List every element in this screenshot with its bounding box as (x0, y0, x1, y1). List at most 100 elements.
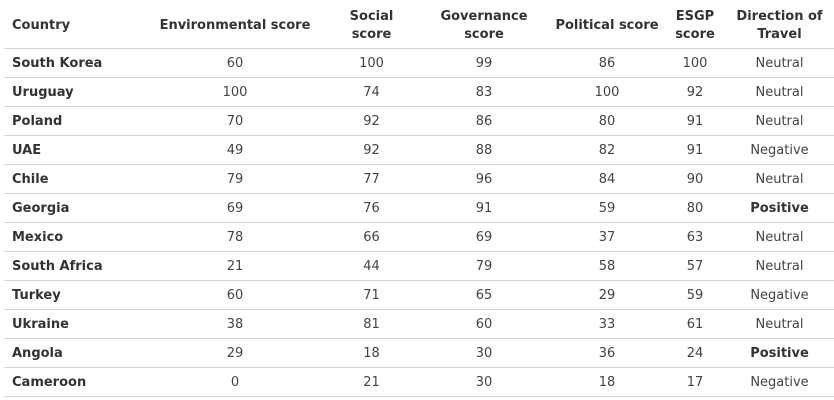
governance-score-cell: 65 (419, 280, 549, 310)
column-header-environmental-score: Environmental score (146, 4, 324, 49)
esgp-score-cell: 17 (665, 367, 725, 397)
governance-score-cell: 88 (419, 135, 549, 165)
social-score-cell: 92 (324, 135, 419, 165)
direction-of-travel-cell: Positive (725, 193, 834, 223)
governance-score-cell: 30 (419, 338, 549, 368)
esgp-table-container: Country Environmental score Social score Go… (4, 4, 834, 397)
direction-of-travel-cell: Neutral (725, 106, 834, 136)
political-score-cell: 18 (549, 367, 665, 397)
esgp-score-cell: 59 (665, 280, 725, 310)
environmental-score-cell: 49 (146, 135, 324, 165)
political-score-cell: 59 (549, 193, 665, 223)
governance-score-cell: 60 (419, 309, 549, 339)
country-cell: UAE (4, 135, 146, 165)
country-cell: Georgia (4, 193, 146, 223)
esgp-score-cell: 63 (665, 222, 725, 252)
environmental-score-cell: 21 (146, 251, 324, 281)
environmental-score-cell: 79 (146, 164, 324, 194)
country-cell: Uruguay (4, 77, 146, 107)
environmental-score-cell: 60 (146, 48, 324, 78)
governance-score-cell: 79 (419, 251, 549, 281)
column-header-esgp-score: ESGP score (665, 4, 725, 49)
table-row: South Africa 21 44 79 58 57 Neutral (4, 251, 834, 281)
table-row: Angola 29 18 30 36 24 Positive (4, 338, 834, 368)
esgp-table: Country Environmental score Social score Go… (4, 4, 834, 397)
political-score-cell: 36 (549, 338, 665, 368)
esgp-score-cell: 90 (665, 164, 725, 194)
political-score-cell: 100 (549, 77, 665, 107)
country-cell: Ukraine (4, 309, 146, 339)
governance-score-cell: 86 (419, 106, 549, 136)
esgp-score-cell: 100 (665, 48, 725, 78)
column-header-direction-of-travel: Direction of Travel (725, 4, 834, 49)
esgp-score-cell: 57 (665, 251, 725, 281)
table-row: Cameroon 0 21 30 18 17 Negative (4, 367, 834, 397)
direction-of-travel-cell: Neutral (725, 164, 834, 194)
social-score-cell: 74 (324, 77, 419, 107)
table-row: UAE 49 92 88 82 91 Negative (4, 135, 834, 165)
direction-of-travel-cell: Negative (725, 280, 834, 310)
social-score-cell: 66 (324, 222, 419, 252)
esgp-score-cell: 61 (665, 309, 725, 339)
table-row: Mexico 78 66 69 37 63 Neutral (4, 222, 834, 252)
environmental-score-cell: 78 (146, 222, 324, 252)
environmental-score-cell: 70 (146, 106, 324, 136)
esgp-score-cell: 91 (665, 135, 725, 165)
direction-of-travel-cell: Positive (725, 338, 834, 368)
political-score-cell: 86 (549, 48, 665, 78)
table-row: Uruguay 100 74 83 100 92 Neutral (4, 77, 834, 107)
direction-of-travel-cell: Neutral (725, 251, 834, 281)
social-score-cell: 92 (324, 106, 419, 136)
political-score-cell: 80 (549, 106, 665, 136)
environmental-score-cell: 38 (146, 309, 324, 339)
column-header-country: Country (4, 4, 146, 49)
direction-of-travel-cell: Neutral (725, 309, 834, 339)
country-cell: Angola (4, 338, 146, 368)
table-row: Turkey 60 71 65 29 59 Negative (4, 280, 834, 310)
country-cell: Cameroon (4, 367, 146, 397)
esgp-score-cell: 24 (665, 338, 725, 368)
table-row: Ukraine 38 81 60 33 61 Neutral (4, 309, 834, 339)
governance-score-cell: 83 (419, 77, 549, 107)
political-score-cell: 33 (549, 309, 665, 339)
header-row: Country Environmental score Social score Go… (4, 4, 834, 49)
column-header-social-score: Social score (324, 4, 419, 49)
social-score-cell: 77 (324, 164, 419, 194)
environmental-score-cell: 29 (146, 338, 324, 368)
governance-score-cell: 96 (419, 164, 549, 194)
column-header-governance-score: Governance score (419, 4, 549, 49)
direction-of-travel-cell: Negative (725, 135, 834, 165)
social-score-cell: 21 (324, 367, 419, 397)
direction-of-travel-cell: Neutral (725, 48, 834, 78)
environmental-score-cell: 100 (146, 77, 324, 107)
table-body: South Korea 60 100 99 86 100 Neutral Uruguay 100… (4, 48, 834, 397)
environmental-score-cell: 69 (146, 193, 324, 223)
political-score-cell: 58 (549, 251, 665, 281)
social-score-cell: 71 (324, 280, 419, 310)
country-cell: South Korea (4, 48, 146, 78)
esgp-score-cell: 92 (665, 77, 725, 107)
environmental-score-cell: 60 (146, 280, 324, 310)
table-row: Chile 79 77 96 84 90 Neutral (4, 164, 834, 194)
political-score-cell: 82 (549, 135, 665, 165)
social-score-cell: 18 (324, 338, 419, 368)
country-cell: Turkey (4, 280, 146, 310)
political-score-cell: 84 (549, 164, 665, 194)
table-row: Georgia 69 76 91 59 80 Positive (4, 193, 834, 223)
political-score-cell: 37 (549, 222, 665, 252)
governance-score-cell: 69 (419, 222, 549, 252)
country-cell: Chile (4, 164, 146, 194)
esgp-score-cell: 91 (665, 106, 725, 136)
direction-of-travel-cell: Negative (725, 367, 834, 397)
direction-of-travel-cell: Neutral (725, 77, 834, 107)
esgp-score-cell: 80 (665, 193, 725, 223)
table-row: South Korea 60 100 99 86 100 Neutral (4, 48, 834, 78)
social-score-cell: 81 (324, 309, 419, 339)
column-header-political-score: Political score (549, 4, 665, 49)
table-row: Poland 70 92 86 80 91 Neutral (4, 106, 834, 136)
country-cell: Poland (4, 106, 146, 136)
social-score-cell: 76 (324, 193, 419, 223)
country-cell: Mexico (4, 222, 146, 252)
governance-score-cell: 99 (419, 48, 549, 78)
governance-score-cell: 91 (419, 193, 549, 223)
